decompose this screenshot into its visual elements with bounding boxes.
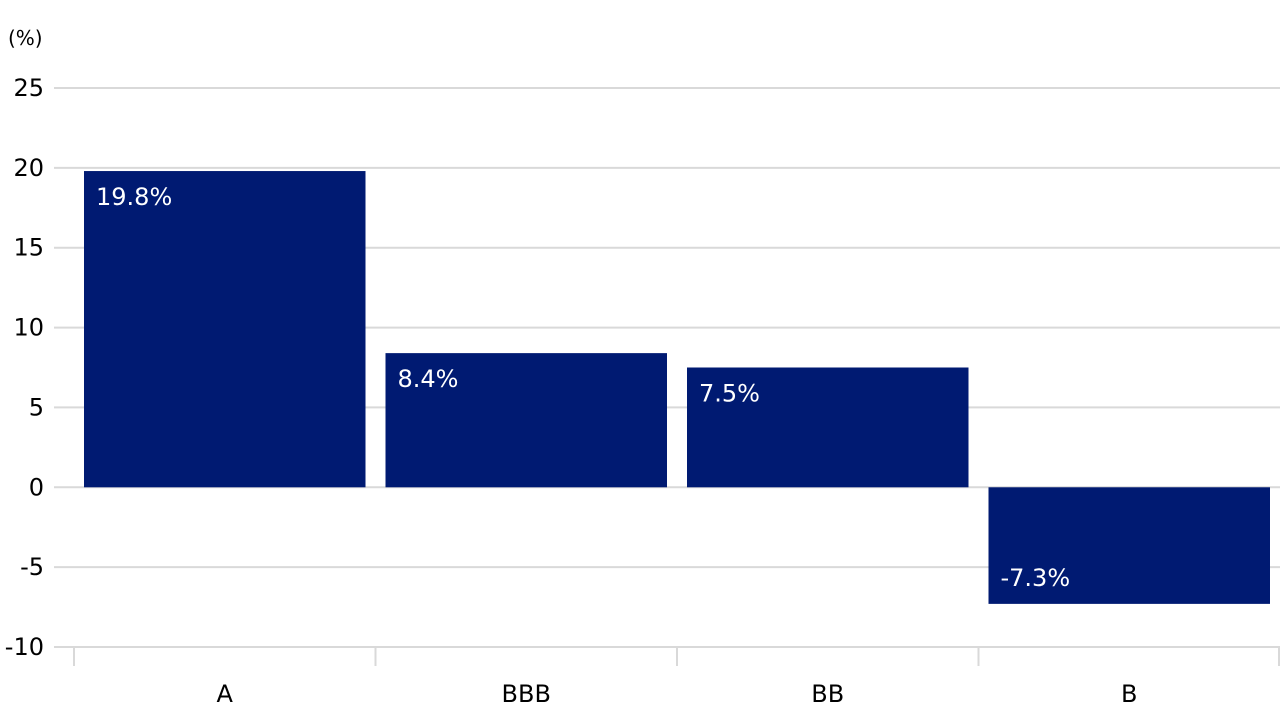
data-label: 8.4% <box>398 365 459 393</box>
y-tick-label: 10 <box>13 314 44 342</box>
data-label: 7.5% <box>699 380 760 408</box>
bar-b <box>988 487 1270 604</box>
x-category-label: A <box>217 680 234 708</box>
y-tick-label: -5 <box>20 553 44 581</box>
y-axis-ticks: 25 20 15 10 5 0 -5 -10 <box>5 74 44 661</box>
x-category-label: BB <box>811 680 844 708</box>
y-tick-label: 0 <box>29 473 44 501</box>
y-tick-label: 25 <box>13 74 44 102</box>
y-tick-label: 5 <box>29 393 44 421</box>
y-tick-label: -10 <box>5 633 44 661</box>
x-category-label: BBB <box>502 680 551 708</box>
y-tick-label: 20 <box>13 154 44 182</box>
data-label: -7.3% <box>1001 564 1071 592</box>
bar-a <box>84 171 366 488</box>
data-labels: 19.8% 8.4% 7.5% -7.3% <box>96 183 1070 592</box>
x-category-label: B <box>1121 680 1137 708</box>
bars <box>84 171 1270 604</box>
bar-bb <box>687 367 969 488</box>
data-label: 19.8% <box>96 183 172 211</box>
bar-bbb <box>385 353 667 488</box>
y-axis-unit-label: (%) <box>8 26 43 50</box>
x-axis: A BBB BB B <box>73 646 1280 708</box>
y-tick-label: 15 <box>13 234 44 262</box>
